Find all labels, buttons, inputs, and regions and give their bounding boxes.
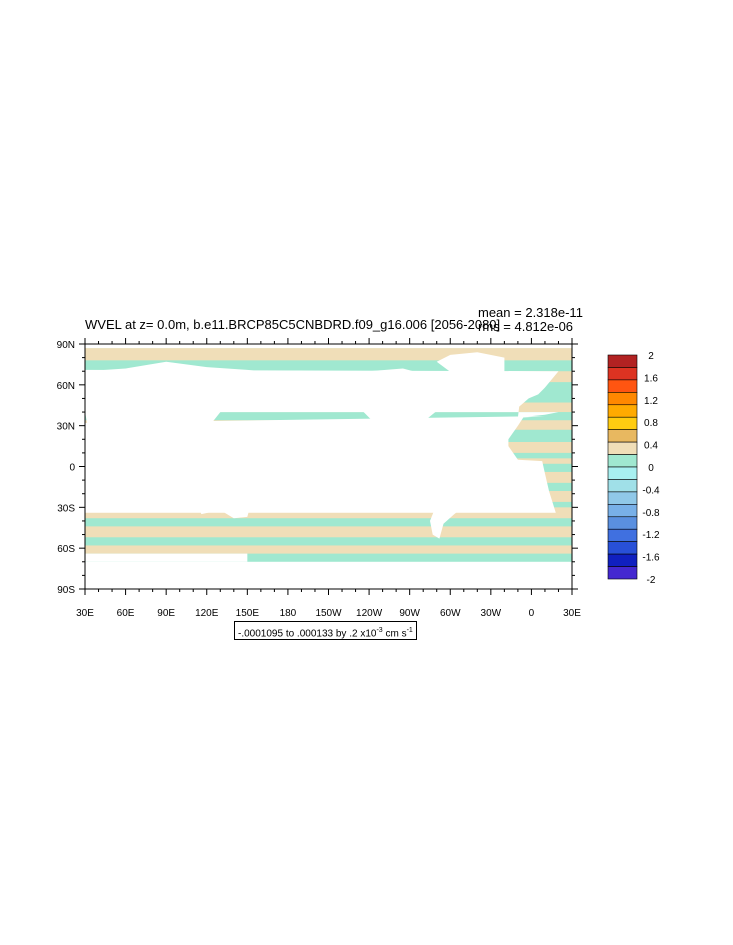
longitude-labels: 30E 60E 90E 120E 150E 180 150W 120W 90W 60W 30W 0 30… xyxy=(76,608,581,619)
colorbar-box xyxy=(607,379,638,393)
colorbar-box xyxy=(607,404,638,418)
latitude-labels: 90N 60N 30N 0 30S 60S 90S xyxy=(57,340,76,596)
land-mask xyxy=(85,344,572,589)
lat-label: 60N xyxy=(57,381,75,392)
lat-label: 30N xyxy=(57,422,75,433)
colorbar-label: -0.4 xyxy=(642,485,660,496)
lat-label: 90S xyxy=(57,585,75,596)
contour-range: -.0001095 to .000133 by .2 x10 xyxy=(238,628,377,640)
lon-label: 30E xyxy=(76,608,94,619)
colorbar-box xyxy=(607,504,638,518)
lat-label: 30S xyxy=(57,503,75,514)
lon-label: 0 xyxy=(529,608,535,619)
lat-label: 60S xyxy=(57,544,75,555)
lat-label: 0 xyxy=(69,463,75,474)
lon-label: 120W xyxy=(356,608,383,619)
colorbar-box xyxy=(607,566,638,580)
lon-label: 60E xyxy=(117,608,135,619)
colorbar-box xyxy=(607,392,638,406)
colorbar-label: -1.2 xyxy=(642,530,660,541)
mean-value: mean = 2.318e-11 xyxy=(478,305,583,320)
colorbar-box xyxy=(607,553,638,567)
lon-label: 150E xyxy=(236,608,260,619)
lon-label: 60W xyxy=(440,608,461,619)
axis-ticks xyxy=(79,338,578,595)
lon-label: 180 xyxy=(280,608,297,619)
lon-label: 30W xyxy=(481,608,502,619)
colorbar-box xyxy=(607,441,638,455)
colorbar-box xyxy=(607,528,638,542)
colorbar-box xyxy=(607,429,638,443)
colorbar-label: -0.8 xyxy=(642,508,660,519)
contour-units: cm s xyxy=(382,628,407,640)
plot-title: WVEL at z= 0.0m, b.e11.BRCP85C5CNBDRD.f0… xyxy=(85,317,501,332)
colorbar-box xyxy=(607,516,638,530)
colorbar-label: 1.6 xyxy=(644,373,658,384)
lon-label: 30E xyxy=(563,608,581,619)
colorbar-box xyxy=(607,354,638,368)
colorbar-box xyxy=(607,466,638,480)
colorbar-boxes xyxy=(607,354,638,580)
contour-exponent: -3 xyxy=(376,627,383,634)
contour-info-label: -.0001095 to .000133 by .2 x10-3 cm s-1 xyxy=(234,621,417,640)
lat-label: 90N xyxy=(57,340,75,351)
colorbar-label: 2 xyxy=(648,351,654,362)
colorbar-label: 0 xyxy=(648,463,654,474)
colorbar-label: -2 xyxy=(647,575,656,586)
colorbar-box xyxy=(607,491,638,505)
lon-label: 120E xyxy=(195,608,219,619)
colorbar-box xyxy=(607,541,638,555)
colorbar-box xyxy=(607,367,638,381)
colorbar-box xyxy=(607,416,638,430)
colorbar-label: 0.8 xyxy=(644,418,658,429)
lon-label: 150W xyxy=(315,608,342,619)
colorbar-label: -1.6 xyxy=(642,553,660,564)
colorbar-label: 0.4 xyxy=(644,441,658,452)
colorbar-label: 1.2 xyxy=(644,396,658,407)
lon-label: 90E xyxy=(157,608,175,619)
rms-value: rms = 4.812e-06 xyxy=(478,319,574,334)
units-exponent: -1 xyxy=(406,627,413,634)
lon-label: 90W xyxy=(399,608,420,619)
colorbar-box xyxy=(607,454,638,468)
colorbar-box xyxy=(607,479,638,493)
colorbar-labels: 2 1.6 1.2 0.8 0.4 0 -0.4 -0.8 -1.2 -1.6 -2 xyxy=(642,351,660,586)
